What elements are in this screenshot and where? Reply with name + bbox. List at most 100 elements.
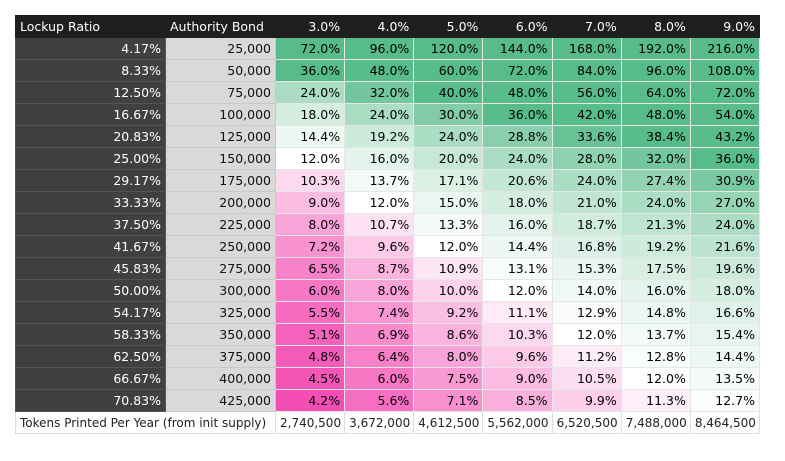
column-header: 6.0% <box>482 15 553 38</box>
rate-cell: 12.0% <box>551 323 622 346</box>
footer-value: 3,672,000 <box>344 411 415 434</box>
footer-label: Tokens Printed Per Year (from init suppl… <box>15 411 276 434</box>
rate-cell: 27.0% <box>689 191 761 214</box>
data-row: 16.67% 100,000 18.0% 24.0% 30.0% 36.0% 42.0% 48… <box>15 103 761 126</box>
rate-cell: 16.6% <box>689 301 761 324</box>
authority-bond: 400,000 <box>165 367 276 390</box>
rate-cell: 48.0% <box>482 81 553 104</box>
footer-value: 5,562,000 <box>482 411 553 434</box>
rate-cell: 54.0% <box>689 103 761 126</box>
rate-cell: 10.9% <box>413 257 484 280</box>
rate-cell: 30.0% <box>413 103 484 126</box>
rate-cell: 14.4% <box>689 345 761 368</box>
rate-cell: 13.5% <box>689 367 761 390</box>
data-row: 20.83% 125,000 14.4% 19.2% 24.0% 28.8% 33.6% 38… <box>15 125 761 148</box>
rate-cell: 27.4% <box>620 169 691 192</box>
rate-cell: 16.0% <box>344 147 415 170</box>
rate-cell: 96.0% <box>620 59 691 82</box>
rate-cell: 48.0% <box>344 59 415 82</box>
rate-cell: 18.0% <box>482 191 553 214</box>
rate-cell: 19.2% <box>344 125 415 148</box>
rate-cell: 38.4% <box>620 125 691 148</box>
column-header: 4.0% <box>344 15 415 38</box>
authority-bond: 275,000 <box>165 257 276 280</box>
authority-bond: 175,000 <box>165 169 276 192</box>
rate-cell: 60.0% <box>413 59 484 82</box>
rate-cell: 12.0% <box>620 367 691 390</box>
rate-cell: 14.8% <box>620 301 691 324</box>
rate-cell: 48.0% <box>620 103 691 126</box>
rate-cell: 8.0% <box>274 213 346 236</box>
lockup-ratio: 29.17% <box>15 169 166 192</box>
lockup-ratio: 58.33% <box>15 323 166 346</box>
rate-cell: 18.0% <box>689 279 761 302</box>
rate-cell: 4.8% <box>274 345 346 368</box>
rate-cell: 12.9% <box>551 301 622 324</box>
rate-cell: 6.4% <box>344 345 415 368</box>
rate-cell: 7.4% <box>344 301 415 324</box>
lockup-ratio: 66.67% <box>15 367 166 390</box>
lockup-ratio: 25.00% <box>15 147 166 170</box>
rate-cell: 24.0% <box>274 81 346 104</box>
lockup-ratio: 50.00% <box>15 279 166 302</box>
rate-cell: 5.1% <box>274 323 346 346</box>
rate-cell: 216.0% <box>689 37 761 60</box>
head-row: Lockup Ratio Authority Bond 3.0% 4.0% 5.0% 6.… <box>15 15 761 38</box>
authority-bond: 300,000 <box>165 279 276 302</box>
rate-cell: 24.0% <box>413 125 484 148</box>
rate-cell: 192.0% <box>620 37 691 60</box>
rate-cell: 13.7% <box>344 169 415 192</box>
rate-cell: 16.0% <box>482 213 553 236</box>
data-row: 25.00% 150,000 12.0% 16.0% 20.0% 24.0% 28.0% 32… <box>15 147 761 170</box>
data-row: 33.33% 200,000 9.0% 12.0% 15.0% 18.0% 21.0% 24.… <box>15 191 761 214</box>
rate-cell: 18.0% <box>274 103 346 126</box>
rate-cell: 21.3% <box>620 213 691 236</box>
data-row: 4.17% 25,000 72.0% 96.0% 120.0% 144.0% 168.0% 1… <box>15 37 761 60</box>
lockup-ratio: 70.83% <box>15 389 166 412</box>
rate-cell: 17.5% <box>620 257 691 280</box>
rate-cell: 10.7% <box>344 213 415 236</box>
rate-cell: 42.0% <box>551 103 622 126</box>
authority-bond: 225,000 <box>165 213 276 236</box>
footer-value: 8,464,500 <box>689 411 761 434</box>
lockup-ratio: 37.50% <box>15 213 166 236</box>
rate-cell: 12.8% <box>620 345 691 368</box>
lockup-ratio: 41.67% <box>15 235 166 258</box>
rate-cell: 84.0% <box>551 59 622 82</box>
rate-cell: 6.0% <box>274 279 346 302</box>
rate-cell: 21.6% <box>689 235 761 258</box>
rate-cell: 19.2% <box>620 235 691 258</box>
rate-cell: 8.0% <box>344 279 415 302</box>
lockup-ratio: 54.17% <box>15 301 166 324</box>
footer-value: 6,520,500 <box>551 411 622 434</box>
rate-cell: 28.8% <box>482 125 553 148</box>
rate-cell: 13.3% <box>413 213 484 236</box>
data-row: 62.50% 375,000 4.8% 6.4% 8.0% 9.6% 11.2% 12.8% 1… <box>15 345 761 368</box>
authority-bond: 150,000 <box>165 147 276 170</box>
rate-cell: 72.0% <box>689 81 761 104</box>
lockup-ratio: 20.83% <box>15 125 166 148</box>
rate-cell: 15.3% <box>551 257 622 280</box>
rate-cell: 12.0% <box>482 279 553 302</box>
column-header: Authority Bond <box>165 15 276 38</box>
rate-cell: 24.0% <box>482 147 553 170</box>
rate-cell: 10.3% <box>274 169 346 192</box>
rate-cell: 9.9% <box>551 389 622 412</box>
table-body: Lockup Ratio Authority Bond 3.0% 4.0% 5.0% 6.… <box>15 15 761 434</box>
rate-cell: 4.5% <box>274 367 346 390</box>
rate-cell: 24.0% <box>344 103 415 126</box>
rate-cell: 20.0% <box>413 147 484 170</box>
rate-cell: 14.4% <box>482 235 553 258</box>
rate-cell: 24.0% <box>551 169 622 192</box>
rate-cell: 15.4% <box>689 323 761 346</box>
rate-cell: 7.1% <box>413 389 484 412</box>
rate-cell: 14.4% <box>274 125 346 148</box>
lockup-ratio: 4.17% <box>15 37 166 60</box>
authority-bond: 425,000 <box>165 389 276 412</box>
rate-cell: 32.0% <box>344 81 415 104</box>
column-header: 9.0% <box>689 15 761 38</box>
rate-cell: 5.5% <box>274 301 346 324</box>
rate-cell: 6.0% <box>344 367 415 390</box>
rate-cell: 11.3% <box>620 389 691 412</box>
